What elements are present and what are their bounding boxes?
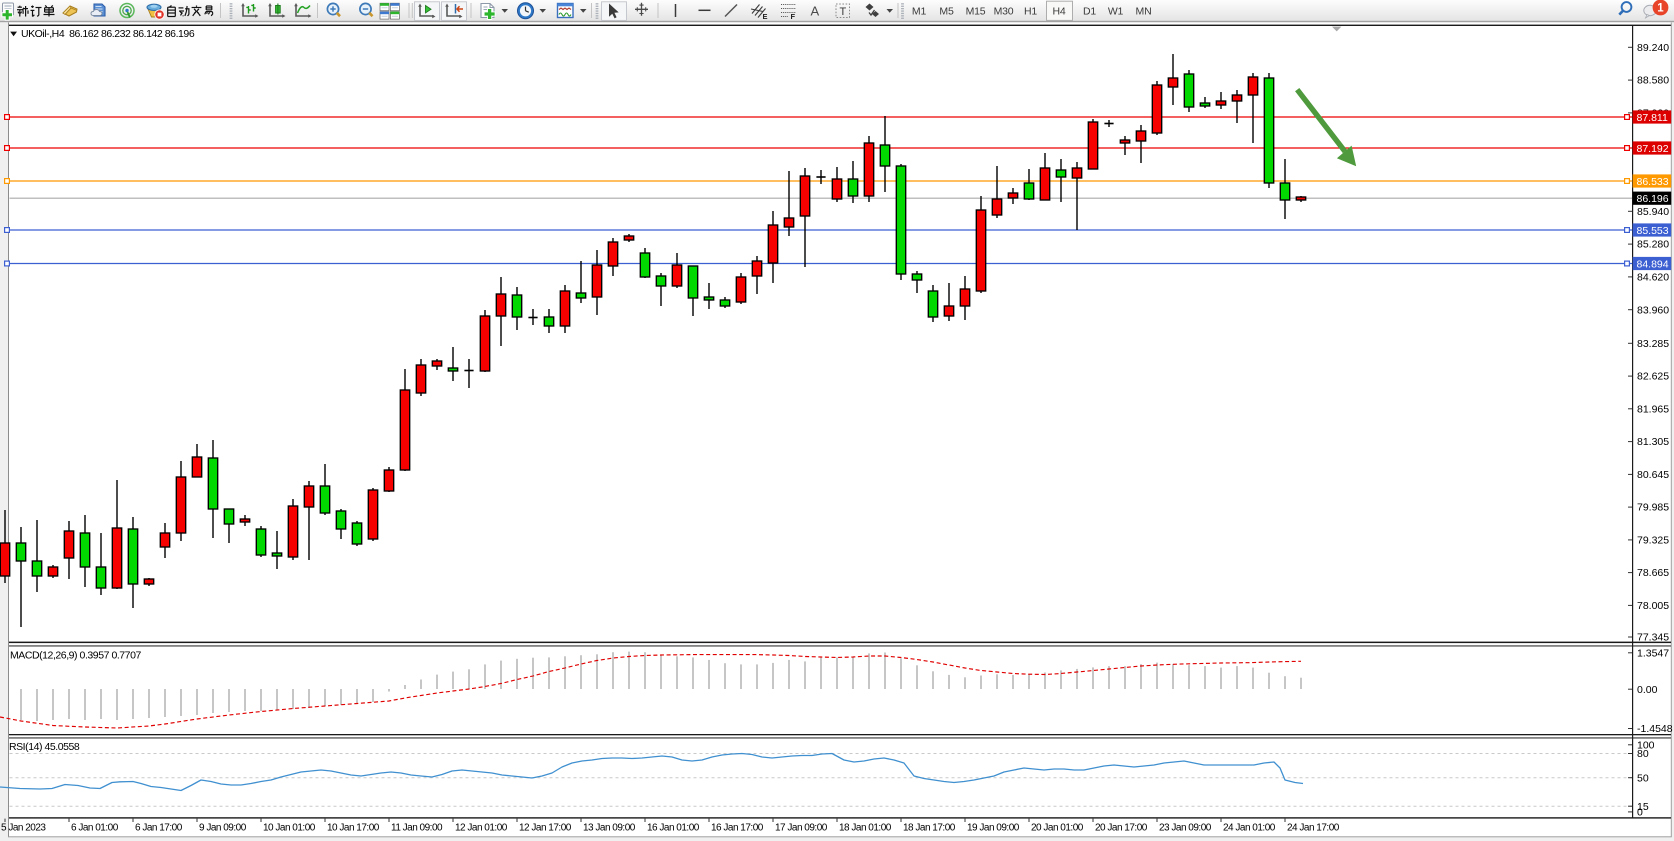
svg-text:17 Jan 09:00: 17 Jan 09:00 xyxy=(775,823,828,834)
svg-text:18 Jan 17:00: 18 Jan 17:00 xyxy=(903,823,956,834)
svg-text:5 Jan 2023: 5 Jan 2023 xyxy=(1,823,46,834)
svg-text:RSI(14) 45.0558: RSI(14) 45.0558 xyxy=(9,741,80,753)
svg-text:23 Jan 09:00: 23 Jan 09:00 xyxy=(1159,823,1212,834)
svg-text:77.345: 77.345 xyxy=(1637,632,1669,644)
svg-text:86.196: 86.196 xyxy=(1637,193,1669,205)
svg-text:MACD(12,26,9) 0.3957 0.7707: MACD(12,26,9) 0.3957 0.7707 xyxy=(10,650,141,662)
svg-text:M5: M5 xyxy=(939,6,954,18)
svg-text:87.811: 87.811 xyxy=(1637,112,1668,124)
svg-text:82.625: 82.625 xyxy=(1637,371,1669,383)
svg-text:84.620: 84.620 xyxy=(1637,272,1669,284)
svg-text:85.553: 85.553 xyxy=(1637,225,1669,237)
svg-text:10 Jan 17:00: 10 Jan 17:00 xyxy=(327,823,380,834)
svg-text:50: 50 xyxy=(1637,772,1649,784)
svg-text:87.192: 87.192 xyxy=(1637,143,1669,155)
svg-text:6 Jan 01:00: 6 Jan 01:00 xyxy=(71,823,119,834)
svg-text:T: T xyxy=(840,6,847,18)
svg-text:11 Jan 09:00: 11 Jan 09:00 xyxy=(391,823,443,834)
svg-text:80.645: 80.645 xyxy=(1637,469,1669,481)
svg-text:86.533: 86.533 xyxy=(1637,176,1669,188)
svg-text:M30: M30 xyxy=(994,6,1014,18)
svg-text:85.280: 85.280 xyxy=(1637,239,1669,251)
svg-text:83.285: 83.285 xyxy=(1637,338,1669,350)
svg-text:-1.4548: -1.4548 xyxy=(1637,723,1673,735)
svg-text:12 Jan 01:00: 12 Jan 01:00 xyxy=(455,823,508,834)
svg-text:6 Jan 17:00: 6 Jan 17:00 xyxy=(135,823,183,834)
svg-text:79.325: 79.325 xyxy=(1637,535,1669,547)
svg-text:W1: W1 xyxy=(1108,6,1124,18)
svg-text:0.00: 0.00 xyxy=(1637,684,1658,696)
svg-text:78.005: 78.005 xyxy=(1637,600,1669,612)
svg-text:20 Jan 01:00: 20 Jan 01:00 xyxy=(1031,823,1084,834)
svg-text:H4: H4 xyxy=(1052,6,1065,18)
svg-text:M1: M1 xyxy=(912,6,927,18)
svg-text:78.665: 78.665 xyxy=(1637,567,1669,579)
svg-text:A: A xyxy=(811,4,820,19)
svg-text:24 Jan 01:00: 24 Jan 01:00 xyxy=(1223,823,1276,834)
svg-text:9 Jan 09:00: 9 Jan 09:00 xyxy=(199,823,247,834)
svg-text:F: F xyxy=(791,12,796,21)
svg-text:88.580: 88.580 xyxy=(1637,75,1669,87)
svg-text:12 Jan 17:00: 12 Jan 17:00 xyxy=(519,823,572,834)
svg-text:MN: MN xyxy=(1136,6,1152,18)
svg-text:H1: H1 xyxy=(1024,6,1037,18)
svg-text:18 Jan 01:00: 18 Jan 01:00 xyxy=(839,823,892,834)
svg-text:81.965: 81.965 xyxy=(1637,403,1669,415)
svg-text:10 Jan 01:00: 10 Jan 01:00 xyxy=(263,823,316,834)
svg-text:13 Jan 09:00: 13 Jan 09:00 xyxy=(583,823,636,834)
svg-text:85.940: 85.940 xyxy=(1637,206,1669,218)
svg-text:89.240: 89.240 xyxy=(1637,42,1669,54)
svg-text:84.894: 84.894 xyxy=(1637,258,1669,270)
svg-text:UKOil-,H4 86.162 86.232 86.14: UKOil-,H4 86.162 86.232 86.142 86.196 xyxy=(21,28,195,40)
svg-text:1: 1 xyxy=(1657,3,1664,15)
svg-text:M15: M15 xyxy=(966,6,986,18)
svg-text:19 Jan 09:00: 19 Jan 09:00 xyxy=(967,823,1020,834)
svg-text:1.3547: 1.3547 xyxy=(1637,647,1669,659)
svg-text:D1: D1 xyxy=(1083,6,1096,18)
svg-text:16 Jan 17:00: 16 Jan 17:00 xyxy=(711,823,764,834)
svg-text:20 Jan 17:00: 20 Jan 17:00 xyxy=(1095,823,1148,834)
svg-text:80: 80 xyxy=(1637,748,1649,760)
svg-text:E: E xyxy=(763,12,768,21)
svg-text:16 Jan 01:00: 16 Jan 01:00 xyxy=(647,823,700,834)
svg-text:79.985: 79.985 xyxy=(1637,502,1669,514)
svg-text:15: 15 xyxy=(1637,801,1649,813)
svg-text:81.305: 81.305 xyxy=(1637,436,1669,448)
svg-text:83.960: 83.960 xyxy=(1637,304,1669,316)
svg-text:24 Jan 17:00: 24 Jan 17:00 xyxy=(1287,823,1340,834)
svg-text:0: 0 xyxy=(1637,807,1643,819)
svg-text:100: 100 xyxy=(1637,739,1655,751)
